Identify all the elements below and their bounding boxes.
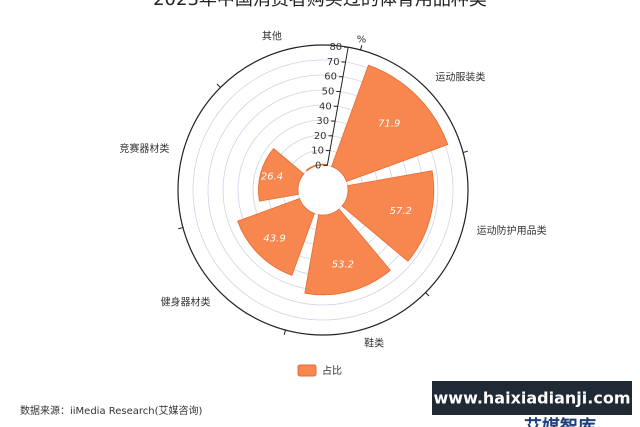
category-label: 鞋类 — [364, 337, 384, 350]
value-label: 57.2 — [390, 206, 412, 217]
category-label: 运动服装类 — [435, 71, 485, 84]
legend-label: 占比 — [322, 364, 342, 377]
y-tick-label: 10 — [311, 146, 324, 157]
category-label: 其他 — [262, 29, 282, 42]
watermark: www.haixiadianji.com — [434, 389, 631, 408]
outer-tick — [462, 150, 469, 153]
y-tick-label: 40 — [319, 101, 332, 112]
unit-label: % — [357, 34, 367, 45]
rose-bar — [341, 170, 435, 262]
rose-bar — [258, 147, 305, 202]
outer-tick — [177, 227, 184, 230]
outer-tick — [216, 83, 221, 88]
source: 数据来源：iiMedia Research(艾媒咨询) — [20, 404, 203, 417]
value-label: 71.9 — [378, 119, 400, 130]
y-tick-label: 0 — [315, 160, 321, 171]
value-label: 43.9 — [263, 233, 285, 244]
y-tick-label: 30 — [316, 116, 329, 127]
category-label: 竞赛器材类 — [119, 142, 169, 155]
outer-tick — [283, 329, 286, 336]
grid-circle — [207, 74, 439, 306]
y-tick-label: 20 — [314, 131, 327, 142]
logo: 艾媒智库 — [524, 416, 596, 427]
chart-title: 2023年中国消费者购买过的体育用品种类 — [153, 0, 487, 10]
value-label: 26.4 — [261, 171, 283, 182]
grid-circle — [192, 59, 454, 321]
value-label: 53.2 — [332, 259, 354, 270]
rose-bar — [304, 208, 391, 296]
legend-swatch — [297, 364, 317, 377]
y-tick-label: 70 — [327, 57, 340, 68]
y-tick-label: 80 — [329, 42, 342, 53]
rose-bar — [237, 198, 315, 276]
watermark-bg — [432, 381, 632, 415]
rose-bar — [331, 64, 449, 182]
category-label: 健身器材类 — [161, 295, 211, 308]
outer-tick — [425, 292, 430, 297]
y-tick-label: 60 — [324, 72, 337, 83]
y-tick-label: 50 — [322, 87, 335, 98]
category-label: 运动防护用品类 — [477, 224, 547, 237]
value-label: 0.6 — [307, 156, 323, 167]
outer-circle — [177, 44, 469, 336]
outer-tick — [360, 44, 363, 51]
